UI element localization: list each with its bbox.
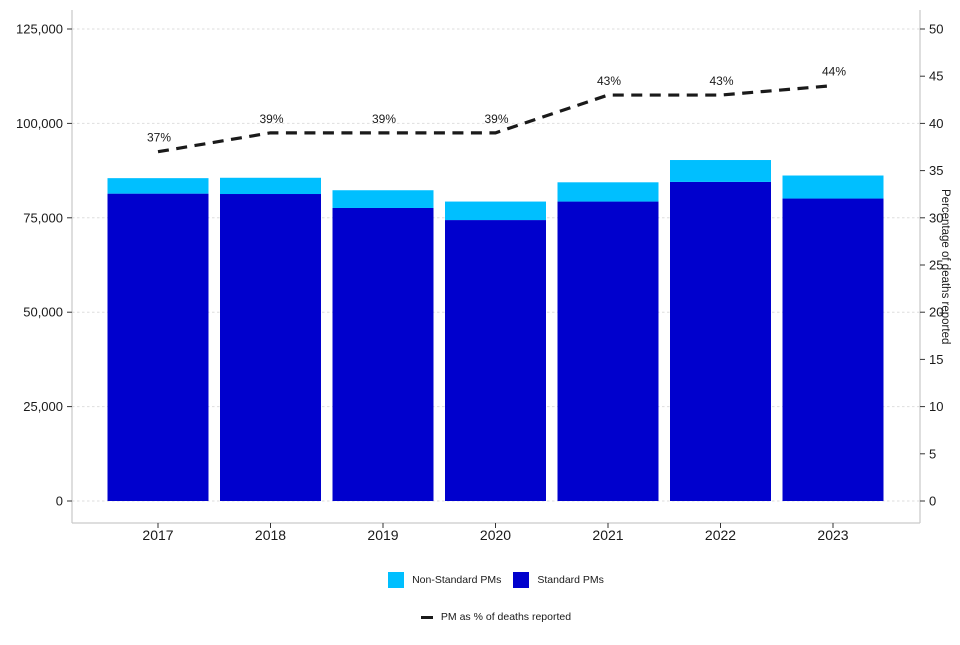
standard-pms-label: Standard PMs (537, 574, 604, 586)
bar-segment-non-standard-pms-2020 (445, 201, 546, 221)
right-tick-label: 25 (929, 258, 943, 273)
left-tick-label: 100,000 (16, 116, 63, 131)
right-tick-label: 20 (929, 305, 943, 320)
line-point-label-2020: 39% (484, 112, 508, 126)
right-tick-label: 15 (929, 352, 943, 367)
pm-percentage-line (157, 84, 834, 154)
right-tick-label: 45 (929, 69, 943, 84)
right-tick-label: 10 (929, 399, 943, 414)
left-tick-label: 25,000 (23, 399, 63, 414)
right-tick-label: 50 (929, 22, 943, 37)
bar-segment-standard-pms-2023 (782, 198, 884, 501)
right-tick-label: 35 (929, 163, 943, 178)
bar-segment-non-standard-pms-2018 (220, 177, 321, 195)
right-tick-label: 30 (929, 210, 943, 225)
bar-segment-non-standard-pms-2022 (670, 160, 771, 182)
x-tick-label-2022: 2022 (705, 527, 736, 543)
x-tick-label-2021: 2021 (592, 527, 623, 543)
x-tick-label-2023: 2023 (817, 527, 848, 543)
bar-segment-standard-pms-2021 (557, 201, 659, 501)
bar-segment-standard-pms-2022 (670, 181, 771, 502)
right-tick-label: 5 (929, 446, 936, 461)
legend-line: PM as % of deaths reported (72, 611, 920, 623)
line-point-label-2022: 43% (709, 74, 733, 88)
left-tick-label: 0 (56, 494, 63, 509)
x-tick-label-2017: 2017 (142, 527, 173, 543)
right-tick-label: 0 (929, 494, 936, 509)
nonstandard-pms-label: Non-Standard PMs (412, 574, 502, 586)
legend-item-standard: Standard PMs (513, 572, 604, 588)
line-point-label-2018: 39% (259, 112, 283, 126)
bar-segment-non-standard-pms-2021 (557, 182, 659, 202)
left-tick-label: 50,000 (23, 305, 63, 320)
left-tick-label: 125,000 (16, 22, 63, 37)
nonstandard-pms-swatch (388, 572, 405, 588)
bar-segment-standard-pms-2020 (445, 220, 546, 501)
standard-pms-swatch (513, 572, 530, 588)
bar-segment-standard-pms-2017 (107, 193, 209, 501)
x-tick-label-2020: 2020 (480, 527, 511, 543)
bar-segment-non-standard-pms-2017 (107, 178, 209, 194)
legend-item-nonstandard: Non-Standard PMs (388, 572, 501, 588)
left-tick-label: 75,000 (23, 210, 63, 225)
bar-segment-non-standard-pms-2023 (782, 175, 884, 199)
bar-segment-standard-pms-2019 (332, 207, 434, 501)
bar-segment-standard-pms-2018 (220, 194, 321, 501)
line-point-label-2019: 39% (372, 112, 396, 126)
right-tick-label: 40 (929, 116, 943, 131)
line-point-label-2017: 37% (147, 131, 171, 145)
legend-item-pm-line: PM as % of deaths reported (420, 611, 572, 623)
bar-segment-non-standard-pms-2019 (332, 190, 434, 208)
dashed-line-key-icon (420, 615, 433, 619)
pm-line-label: PM as % of deaths reported (440, 611, 572, 623)
x-tick-label-2019: 2019 (367, 527, 398, 543)
legend-bars: Non-Standard PMs Standard PMs (72, 572, 920, 588)
x-tick-label-2018: 2018 (255, 527, 286, 543)
right-axis-title: Percentage of deaths reported (939, 188, 951, 345)
line-point-label-2023: 44% (822, 65, 846, 79)
line-point-label-2021: 43% (597, 74, 621, 88)
